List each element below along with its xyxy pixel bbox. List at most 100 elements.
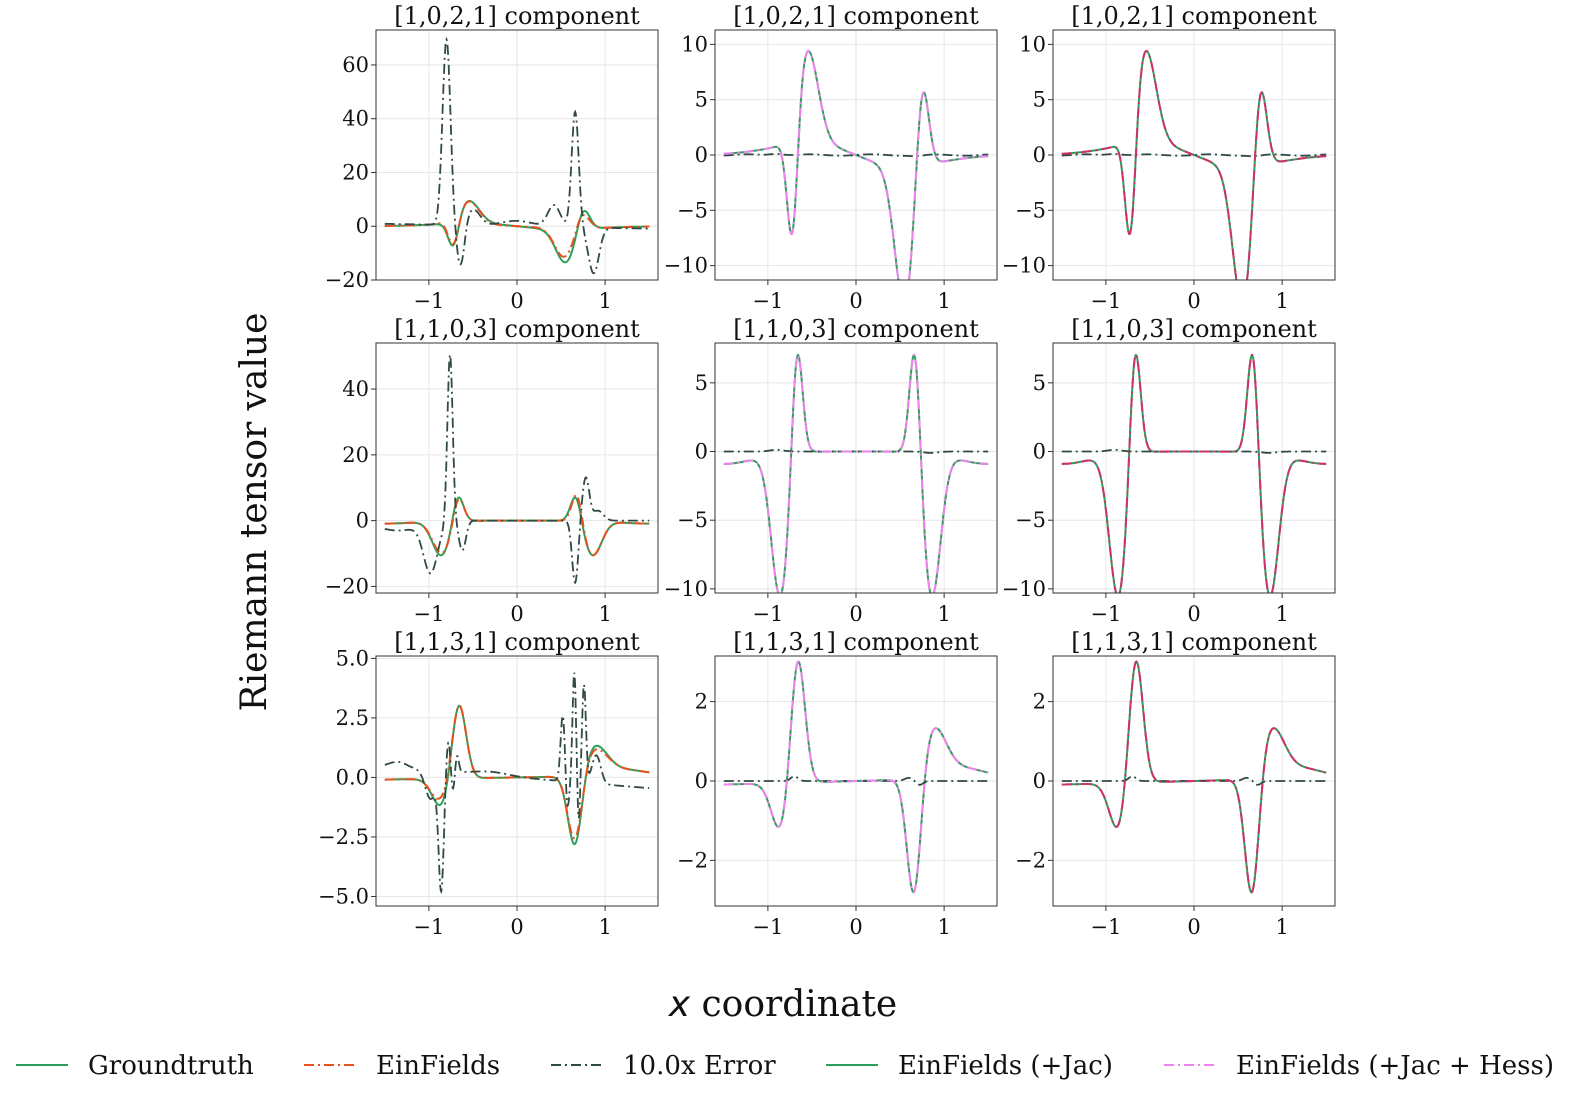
x-axis-label: x coordinate xyxy=(668,984,897,1025)
y-tick-label: 2 xyxy=(1033,690,1046,714)
series-einfields-jac xyxy=(723,660,989,894)
panel-frame xyxy=(1052,342,1336,594)
panel-frame xyxy=(714,29,998,281)
panel-title: [1,1,3,1] component xyxy=(394,628,640,656)
y-tick-label: −5 xyxy=(677,508,708,532)
legend-item-error: 10.0x Error xyxy=(551,1051,776,1081)
legend-label: EinFields (+Jac + Hess) xyxy=(1236,1051,1554,1081)
legend-item-hess: EinFields (+Jac + Hess) xyxy=(1164,1051,1554,1081)
x-tick-label: −1 xyxy=(752,602,783,626)
legend-label: EinFields xyxy=(376,1051,500,1081)
panel-title: [1,1,3,1] component xyxy=(733,628,979,656)
x-tick-label: 0 xyxy=(849,915,862,939)
x-tick-label: −1 xyxy=(413,915,444,939)
panel-frame xyxy=(375,29,659,281)
y-tick-label: 5 xyxy=(1033,88,1046,112)
y-tick-label: 60 xyxy=(342,53,369,77)
y-tick-label: 20 xyxy=(342,160,369,184)
y-tick-label: −10 xyxy=(664,254,708,278)
y-tick-label: 40 xyxy=(342,377,369,401)
y-tick-label: 20 xyxy=(342,443,369,467)
panel-title: [1,0,2,1] component xyxy=(1071,2,1317,30)
x-tick-label: 1 xyxy=(598,602,611,626)
y-tick-label: 0 xyxy=(1033,143,1046,167)
series-error xyxy=(723,153,989,158)
panel-2-1: −1 0 1 −2 0 2 [1,1,3,1] component xyxy=(677,628,998,939)
x-tick-label: −1 xyxy=(1090,915,1121,939)
series-einfields xyxy=(384,704,650,840)
y-axis-label: Riemann tensor value xyxy=(234,313,275,712)
x-tick-label: 1 xyxy=(937,602,950,626)
y-tick-label: −10 xyxy=(1002,254,1046,278)
x-tick-label: 0 xyxy=(510,289,523,313)
y-tick-label: 0 xyxy=(695,440,708,464)
x-tick-label: −1 xyxy=(413,289,444,313)
y-tick-label: −5 xyxy=(1015,508,1046,532)
panel-1-0: −1 0 1 −20 0 20 40 [1,1,0,3] component xyxy=(325,315,659,626)
panel-1-2: −1 0 1−10−505[1,1,0,3] component xyxy=(1002,315,1336,626)
x-tick-label: 0 xyxy=(510,915,523,939)
x-tick-label: 1 xyxy=(1275,602,1288,626)
y-tick-label: −20 xyxy=(325,574,369,598)
panel-frame xyxy=(714,655,998,907)
x-tick-label: −1 xyxy=(752,289,783,313)
panel-title: [1,1,0,3] component xyxy=(1071,315,1317,343)
legend-label: EinFields (+Jac) xyxy=(898,1051,1113,1081)
y-tick-label: 5 xyxy=(695,371,708,395)
x-tick-label: 1 xyxy=(598,289,611,313)
series-error xyxy=(1061,153,1327,158)
legend-item-einfields: EinFields xyxy=(304,1051,500,1081)
y-tick-label: 5 xyxy=(695,88,708,112)
y-tick-label: −5.0 xyxy=(318,884,369,908)
panel-1-1: −1 0 1−10−505[1,1,0,3] component xyxy=(664,315,998,626)
x-tick-label: 1 xyxy=(598,915,611,939)
series-einfields-jac-hess xyxy=(1061,353,1327,593)
y-tick-label: −10 xyxy=(1002,577,1046,601)
y-tick-label: −2 xyxy=(677,848,708,872)
x-tick-label: 1 xyxy=(937,915,950,939)
panel-title: [1,0,2,1] component xyxy=(394,2,640,30)
panel-title: [1,1,0,3] component xyxy=(394,315,640,343)
x-tick-label: 0 xyxy=(1187,602,1200,626)
legend-label: Groundtruth xyxy=(88,1051,254,1081)
y-tick-label: 40 xyxy=(342,107,369,131)
y-tick-label: −5 xyxy=(677,198,708,222)
panel-title: [1,1,0,3] component xyxy=(733,315,979,343)
x-tick-label: 0 xyxy=(510,602,523,626)
x-tick-label: −1 xyxy=(1090,602,1121,626)
panel-frame xyxy=(1052,29,1336,281)
x-axis-label-rest: coordinate xyxy=(690,984,897,1025)
panel-title: [1,1,3,1] component xyxy=(1071,628,1317,656)
series-error xyxy=(384,354,650,585)
panel-frame xyxy=(714,342,998,594)
y-tick-label: 2.5 xyxy=(336,706,369,730)
x-axis-label-var: x xyxy=(668,984,691,1025)
series-einfields-jac xyxy=(723,353,989,593)
series-einfields-jac-hess xyxy=(1061,660,1327,894)
series-error xyxy=(384,672,650,895)
series-error xyxy=(1061,449,1327,454)
x-tick-label: 0 xyxy=(849,289,862,313)
y-tick-label: −10 xyxy=(664,577,708,601)
panel-frame xyxy=(375,342,659,594)
legend: Groundtruth EinFields 10.0x Error EinFields… xyxy=(16,1051,1554,1081)
panel-frame xyxy=(375,655,659,907)
x-tick-label: −1 xyxy=(752,915,783,939)
y-tick-label: −20 xyxy=(325,268,369,292)
x-tick-label: 0 xyxy=(1187,289,1200,313)
y-tick-label: 5.0 xyxy=(336,646,369,670)
y-tick-label: 0 xyxy=(356,214,369,238)
series-error xyxy=(723,449,989,454)
panel-0-0: −1 0 1 −20 0 20 40 60 [1,0,2,1] component xyxy=(325,2,659,313)
x-tick-label: 1 xyxy=(1275,915,1288,939)
legend-item-groundtruth: Groundtruth xyxy=(16,1051,254,1081)
x-tick-label: 1 xyxy=(937,289,950,313)
y-tick-label: 0 xyxy=(695,143,708,167)
y-tick-label: −2.5 xyxy=(318,825,369,849)
y-tick-label: 0 xyxy=(356,509,369,533)
y-tick-label: 0.0 xyxy=(336,765,369,789)
x-tick-label: 1 xyxy=(1275,289,1288,313)
legend-label: 10.0x Error xyxy=(623,1051,776,1081)
